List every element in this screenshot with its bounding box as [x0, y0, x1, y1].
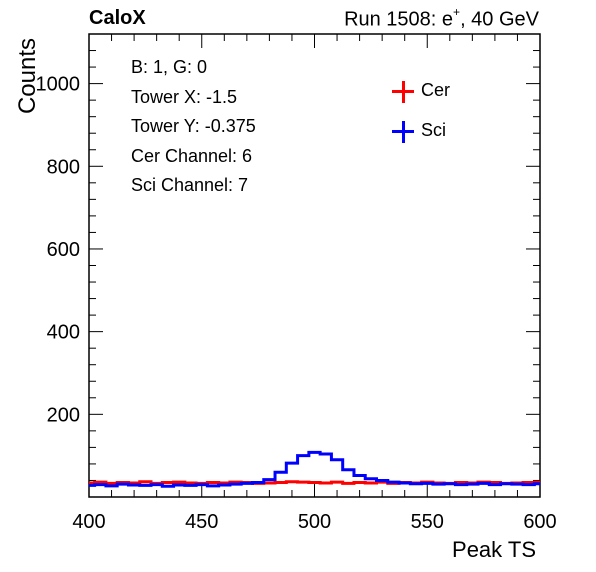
- x-axis-label: Peak TS: [452, 537, 536, 562]
- series-sci-histogram: [89, 450, 540, 488]
- legend-label-cer: Cer: [421, 80, 451, 100]
- info-box: B: 1, G: 0 Tower X: -1.5 Tower Y: -0.375…: [120, 53, 358, 195]
- legend-entry-sci: Sci: [388, 115, 488, 155]
- y-tick-label: 1000: [36, 74, 81, 96]
- x-tick-label: 400: [72, 511, 105, 533]
- info-line-cer-channel: Cer Channel: 6: [131, 145, 253, 166]
- y-tick-label: 200: [47, 404, 80, 426]
- beam-energy: , 40 GeV: [460, 8, 539, 31]
- x-tick-label: 600: [523, 511, 556, 533]
- x-tick-label: 500: [298, 511, 331, 533]
- legend: Cer Sci: [388, 75, 488, 155]
- x-tick-label: 450: [185, 511, 218, 533]
- legend-entry-cer: Cer: [388, 75, 488, 115]
- info-line-board: B: 1, G: 0: [131, 57, 208, 77]
- info-line-tower-x: Tower X: -1.5: [131, 86, 238, 107]
- y-tick-label: 400: [47, 322, 80, 344]
- run-label: Run 1508: e: [344, 8, 454, 31]
- info-line-tower-y: Tower Y: -0.375: [131, 116, 256, 136]
- y-tick-label: 800: [47, 156, 80, 178]
- y-axis-label: Counts: [14, 37, 41, 115]
- sci-marker-icon: [392, 121, 414, 143]
- y-tick-label: 600: [47, 239, 80, 261]
- x-tick-label: 550: [411, 511, 444, 533]
- chart-title-left: CaloX: [89, 7, 146, 29]
- info-line-sci-channel: Sci Channel: 7: [131, 175, 249, 195]
- cer-marker-icon: [392, 81, 414, 103]
- positron-charge: +: [453, 5, 461, 19]
- chart-title-right: Run 1508: e+, 40 GeV: [344, 5, 539, 32]
- legend-label-sci: Sci: [421, 120, 447, 140]
